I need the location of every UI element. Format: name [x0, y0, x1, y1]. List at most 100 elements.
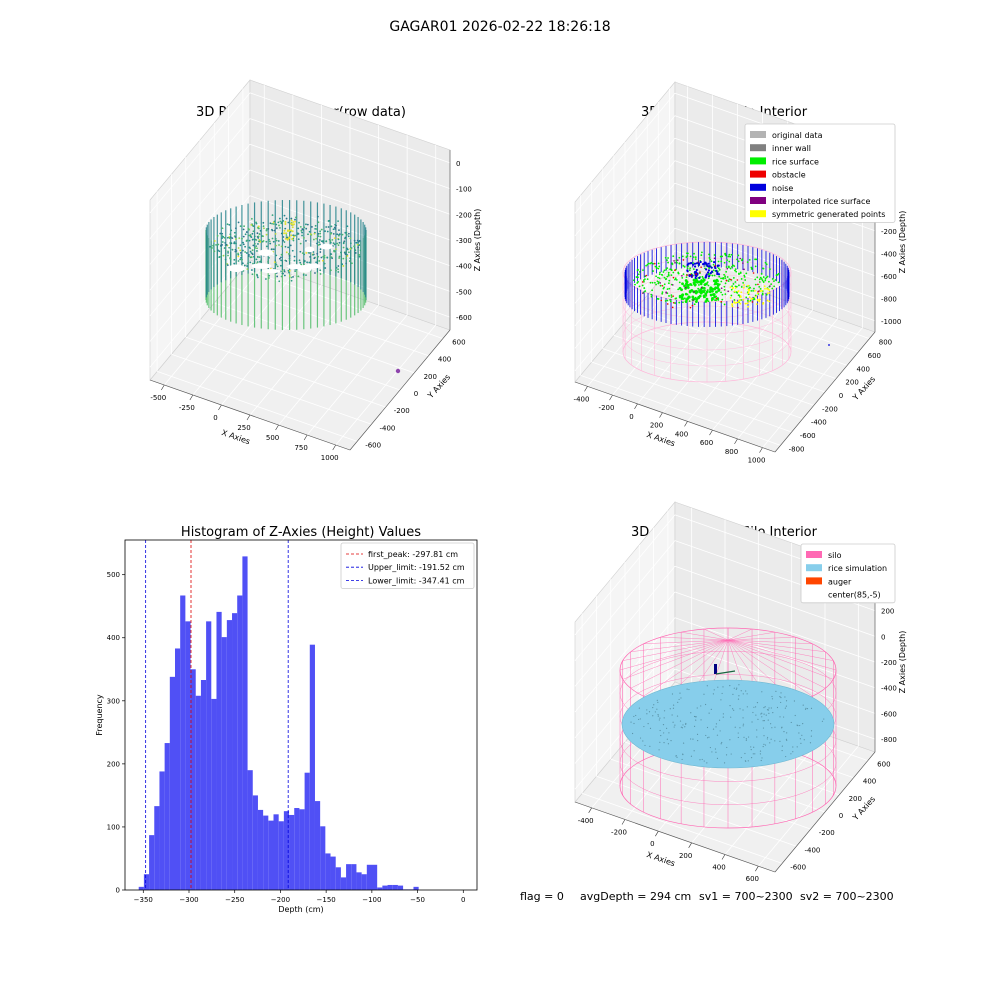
cls-rice-surface-point — [738, 273, 740, 275]
raw-surface-point — [246, 265, 248, 267]
sim-rice-mesh-point — [750, 746, 752, 748]
cls-symmetric-point — [747, 292, 750, 295]
raw-surface-point — [354, 252, 357, 254]
raw-surface-point — [299, 225, 302, 228]
raw-surface-gap — [258, 249, 274, 257]
raw-surface-point — [272, 240, 275, 243]
cls-noise-cluster-point — [715, 269, 718, 273]
cls-legend-swatch — [750, 144, 766, 152]
sim-y-tick-label: 0 — [839, 812, 843, 820]
cls-rice-surface-dense-point — [704, 292, 708, 296]
raw-surface-point — [271, 214, 274, 217]
cls-rice-surface-point — [658, 277, 661, 280]
raw-surface-point — [307, 251, 310, 254]
cls-noise-cluster-point — [707, 269, 711, 272]
raw-surface-point — [247, 253, 250, 256]
raw-surface-point — [316, 242, 318, 245]
cls-rice-surface-point — [657, 276, 659, 279]
cls-y-tick-label: 600 — [868, 352, 881, 360]
raw-surface-point — [273, 261, 276, 263]
raw-surface-point — [319, 230, 322, 233]
histogram-bar — [211, 698, 217, 890]
cls-symmetric-point — [753, 290, 756, 292]
raw-surface-point — [332, 232, 335, 235]
cls-rice-surface-point — [657, 267, 660, 270]
sim-rice-mesh-point — [796, 746, 798, 748]
sim-rice-mesh-point — [770, 723, 772, 725]
histogram-x-tick-label: −100 — [362, 896, 381, 904]
raw-surface-point — [337, 268, 339, 271]
sim-rice-mesh-point — [736, 687, 738, 689]
histogram-bar — [278, 821, 284, 890]
raw-surface-point — [353, 245, 356, 248]
sim-rice-mesh-point — [771, 727, 773, 729]
cls-rice-surface-dense-point — [684, 300, 688, 304]
sim-legend-box — [800, 543, 896, 604]
raw-surface-point — [251, 238, 254, 241]
sim-rice-mesh-point — [704, 703, 707, 706]
cls-obstacle-point — [645, 274, 648, 277]
raw-surface-point — [294, 270, 297, 272]
sim-rice-mesh-point — [745, 739, 747, 741]
histogram-y-tick-label: 0 — [116, 887, 120, 895]
raw-surface-point — [275, 244, 277, 247]
cls-rice-surface-point — [728, 253, 731, 256]
cls-rice-surface-point — [728, 260, 731, 263]
raw-surface-point — [240, 254, 243, 257]
raw-surface-point — [279, 220, 282, 223]
sim-rice-mesh-point — [695, 719, 697, 721]
cls-symmetric-point — [755, 303, 758, 306]
cls-noise-cluster-point — [716, 271, 719, 274]
cls-ygrid-line — [580, 374, 781, 446]
cls-rice-surface-point — [702, 277, 705, 280]
sim-rice-mesh-point — [766, 738, 768, 740]
cls-obstacle-point — [751, 301, 754, 303]
sim-rice-mesh-point — [630, 721, 632, 723]
cls-rice-surface-point — [708, 253, 710, 256]
sim-rice-mesh-point — [672, 721, 674, 723]
raw-surface-point — [265, 229, 268, 232]
histogram-legend-label: Lower_limit: -347.41 cm — [368, 576, 465, 585]
sim-rice-mesh-point — [703, 760, 705, 762]
cls-symmetric-point — [732, 286, 734, 289]
cls-noise-cluster-point — [698, 276, 701, 279]
raw-x-tick-mark — [189, 394, 194, 401]
cls-rice-surface-dense-point — [694, 300, 698, 304]
cls-rice-surface-point — [638, 270, 641, 273]
cls-rice-surface-point — [735, 285, 738, 288]
cls-rice-surface-point — [706, 281, 709, 284]
cls-symmetric-point — [764, 287, 766, 290]
cls-z-tick-label: -1000 — [881, 318, 901, 326]
sim-rice-mesh-point — [657, 701, 659, 703]
cls-rice-surface-point — [654, 281, 656, 284]
raw-surface-point — [256, 261, 259, 263]
cls-rice-surface-point — [748, 258, 751, 261]
raw-surface-point — [258, 239, 261, 241]
sim-rice-mesh-point — [715, 726, 717, 728]
sim-rice-mesh-point — [753, 746, 755, 748]
cls-y-tick-label: -400 — [811, 419, 827, 427]
sim-rice-mesh-point — [739, 727, 741, 729]
raw-surface-point — [310, 234, 313, 236]
cls-symmetric-point — [761, 289, 763, 292]
raw-surface-point — [218, 250, 221, 253]
cls-rice-surface-point — [668, 287, 671, 290]
sim-rice-mesh-point — [780, 692, 782, 694]
sim-x-tick-mark — [655, 831, 659, 837]
sim-rice-mesh-point — [639, 718, 641, 720]
sim-rice-mesh-point — [696, 707, 698, 709]
raw-surface-point — [323, 254, 326, 257]
cls-rice-surface-point — [761, 293, 764, 296]
sim-rice-mesh-point — [666, 727, 668, 729]
raw-y-tick-label: -200 — [394, 407, 410, 415]
raw-surface-point — [255, 239, 258, 241]
cls-rice-surface-point — [665, 268, 668, 271]
histogram-title: Histogram of Z-Axies (Height) Values — [181, 525, 421, 540]
raw-ygrid-line — [171, 353, 372, 425]
sim-rice-mesh-point — [719, 730, 721, 732]
cls-symmetric-point — [747, 284, 749, 287]
raw-surface-point — [346, 225, 349, 228]
cls-rice-surface-point — [764, 261, 767, 264]
cls-obstacle-point — [715, 297, 718, 300]
sim-rice-mesh-point — [785, 738, 788, 740]
